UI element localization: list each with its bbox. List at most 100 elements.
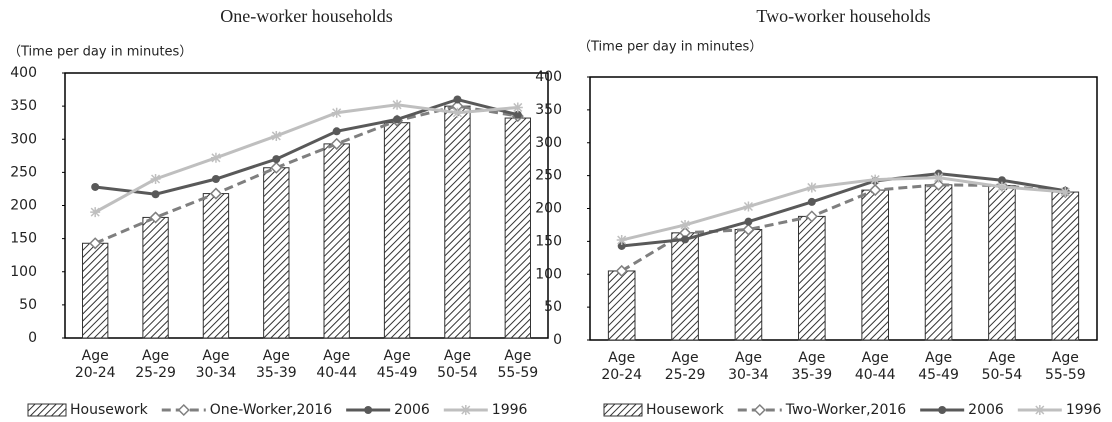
marker [681, 235, 690, 244]
bar [504, 117, 531, 339]
legend-label: Housework [70, 402, 149, 418]
bar [988, 184, 1016, 341]
marker [996, 181, 1007, 192]
chart-title: Two-worker households [756, 6, 930, 26]
marker [932, 178, 945, 191]
bar [383, 122, 411, 339]
bar [734, 229, 763, 341]
x-tick-label: Age 50-54 [982, 350, 1023, 383]
marker [209, 187, 222, 200]
y-tick-label: 250 [535, 168, 562, 184]
marker [453, 95, 462, 104]
marker [933, 172, 944, 183]
y-tick-label: 150 [10, 231, 37, 247]
bar [671, 232, 699, 341]
y-tick-label: 350 [535, 102, 562, 118]
marker [392, 99, 403, 110]
y-tick-label: 50 [19, 297, 37, 313]
x-tick-label: Age 45-49 [377, 348, 418, 381]
chart-title: One-worker households [220, 6, 392, 26]
x-tick-label: Age 25-29 [665, 350, 706, 383]
bar [798, 215, 826, 341]
y-tick-label: 200 [535, 201, 562, 217]
marker [270, 161, 283, 174]
y-tick-label: 400 [535, 69, 562, 85]
marker [806, 182, 817, 193]
legend-label: 1996 [1066, 402, 1102, 418]
plot-frame [64, 72, 549, 339]
y-tick-label: 150 [535, 233, 562, 249]
marker [617, 241, 626, 250]
marker [869, 184, 882, 197]
x-tick-label: Age 20-24 [601, 350, 642, 383]
y-tick-label: 0 [28, 330, 37, 346]
y-tick-label: 50 [544, 299, 562, 315]
bar [444, 105, 471, 339]
y-axis-label: （Time per day in minutes） [578, 40, 762, 55]
legend-label: One-Worker,2016 [210, 402, 332, 418]
marker [177, 403, 190, 417]
marker [393, 115, 402, 124]
series-line [620, 183, 1066, 273]
x-tick-label: Age 25-29 [135, 348, 176, 381]
marker [938, 406, 947, 414]
marker [364, 406, 373, 414]
legend-label: Two-Worker,2016 [785, 402, 906, 418]
marker [452, 107, 463, 118]
marker [211, 175, 220, 183]
bar [263, 167, 290, 339]
x-tick-label: Age 40-44 [855, 350, 896, 383]
marker [805, 210, 818, 223]
y-axis-label: （Time per day in minutes） [8, 45, 192, 60]
legend-label: 1996 [492, 402, 528, 418]
bar [607, 270, 636, 341]
bar [202, 193, 230, 339]
marker [272, 155, 281, 164]
series-line [94, 103, 518, 214]
marker [512, 102, 523, 113]
marker [151, 190, 160, 199]
marker [997, 176, 1006, 185]
marker [680, 219, 691, 230]
marker [332, 127, 341, 136]
marker [870, 174, 881, 185]
bar [142, 216, 169, 339]
y-tick-label: 0 [553, 332, 562, 348]
marker [91, 182, 100, 191]
marker [271, 130, 282, 141]
legend-label: 2006 [394, 402, 430, 418]
x-tick-label: Age 55-59 [1045, 350, 1086, 383]
y-tick-label: 300 [10, 131, 37, 147]
x-tick-label: Age 35-39 [791, 350, 832, 383]
marker [460, 405, 471, 415]
bar [323, 143, 350, 339]
legend-swatch [603, 403, 643, 417]
marker [89, 237, 102, 250]
legend-label: 2006 [968, 402, 1004, 418]
bar [82, 242, 109, 339]
y-tick-label: 100 [10, 264, 37, 280]
bar [861, 189, 889, 341]
x-tick-label: Age 45-49 [918, 350, 959, 383]
y-tick-label: 250 [10, 164, 37, 180]
marker [753, 403, 766, 417]
series-line [621, 176, 1066, 242]
marker [330, 137, 343, 150]
bar [1051, 191, 1080, 341]
marker [513, 110, 522, 119]
marker [331, 107, 342, 118]
marker [744, 217, 753, 226]
marker [616, 235, 627, 246]
series-line [94, 104, 519, 245]
y-tick-label: 350 [10, 98, 37, 114]
marker [743, 201, 754, 212]
marker [807, 197, 816, 206]
marker [90, 207, 101, 218]
legend-label: Housework [646, 402, 725, 418]
y-tick-label: 300 [535, 135, 562, 151]
marker [210, 152, 221, 163]
y-tick-label: 400 [10, 65, 37, 81]
marker [149, 211, 162, 224]
x-tick-label: Age 35-39 [256, 348, 297, 381]
